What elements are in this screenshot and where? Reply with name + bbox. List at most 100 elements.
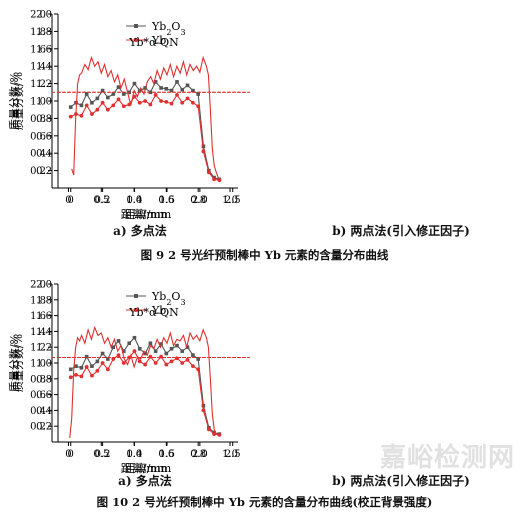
y-tick-label: 0.2 <box>36 422 52 433</box>
point-yb <box>196 367 201 372</box>
chart-9b-svg: 0.2 0.4 0.6 0.8 1.0 1.2 1.4 1.6 1.8 2.0 0 0.5 1.0 1.5… <box>8 10 248 221</box>
legend-marker <box>134 38 138 42</box>
y-tick-label: 1.0 <box>36 97 52 108</box>
point-yb <box>121 361 126 365</box>
point-yb2o3 <box>79 103 84 108</box>
x-axis-label: 距离/mm <box>121 207 168 221</box>
chart-9b: 0.2 0.4 0.6 0.8 1.0 1.2 1.4 1.6 1.8 2.0 0 0.5 1.0 1.5… <box>0 0 262 226</box>
point-yb <box>153 93 158 97</box>
y-tick-label: 0.4 <box>30 149 46 160</box>
y-tick-label: 2.0 <box>36 280 52 291</box>
y-tick-label: 2.0 <box>36 10 52 21</box>
fig9-caption: 图 9 2 号光纤预制棒中 Yb 元素的含量分布曲线 <box>140 248 389 262</box>
x-tick-label: 0.2 <box>95 195 111 206</box>
point-yb <box>217 178 222 183</box>
point-yb2o3 <box>95 359 100 364</box>
point-yb <box>84 103 89 108</box>
y-tick-label: 1.2 <box>30 79 46 90</box>
fig10-caption: 图 10 2 号光纤预制棒中 Yb 元素的含量分布曲线(校正背景强度) <box>96 495 433 509</box>
legend-marker <box>134 24 138 28</box>
point-yb <box>100 361 105 365</box>
point-yb2o3 <box>106 95 110 100</box>
legend-marker <box>134 308 138 312</box>
x-tick-label: 0 <box>65 449 71 460</box>
point-yb <box>217 432 222 437</box>
y-tick-label: 1.2 <box>36 343 52 354</box>
point-yb2o3 <box>191 88 195 93</box>
y-tick-label: 0.2 <box>36 166 52 177</box>
chart-10b-svg: 0.2 0.4 0.6 0.8 1.0 1.2 1.4 1.6 1.8 2.0 0 0.5 1.0 1.5… <box>8 280 248 475</box>
point-yb2o3 <box>90 364 94 368</box>
y-tick-label: 1.8 <box>36 27 52 38</box>
point-yb2o3 <box>175 80 179 84</box>
point-yb <box>68 114 73 119</box>
point-yb <box>212 177 217 182</box>
legend-marker <box>134 294 138 298</box>
point-yb <box>206 427 211 432</box>
x-tick-label: 2.0 <box>192 449 208 460</box>
chart-9a-svg: 0.2 0.4 0.6 0.8 1.0 1.2 1.4 1.6 1.8 2.0 0 0.2 0.4 0.6… <box>12 10 250 221</box>
point-yb <box>95 107 100 112</box>
x-tick-label: 2.5 <box>225 195 241 206</box>
point-yb <box>79 374 84 379</box>
y-tick-label: 1.6 <box>30 44 46 55</box>
point-yb <box>116 353 121 357</box>
point-yb <box>159 99 163 103</box>
point-yb2o3 <box>180 87 185 92</box>
y-tick-label: 0.6 <box>30 390 46 401</box>
point-yb2o3 <box>84 354 89 359</box>
y-tick-label: 1.4 <box>30 62 46 73</box>
x-tick-label: 0.6 <box>158 195 174 206</box>
point-yb <box>137 100 142 105</box>
point-yb2o3 <box>100 351 105 356</box>
point-yb2o3 <box>169 346 174 351</box>
x-tick-label: 0.8 <box>190 449 206 460</box>
point-yb2o3 <box>159 86 163 90</box>
point-yb2o3 <box>164 351 169 356</box>
x-tick-label: 0.5 <box>93 449 109 460</box>
y-tick-label: 2.0 <box>30 280 46 291</box>
x-tick-label: 0.4 <box>127 449 143 460</box>
point-yb <box>132 349 137 354</box>
x-tick-label: 0 <box>65 195 71 206</box>
fig9-panel-b-label: b) 两点法(引入修正因子) <box>332 224 470 238</box>
y-tick-label: 1.6 <box>36 44 52 55</box>
y-tick-label: 1.8 <box>30 295 46 306</box>
point-yb <box>212 432 217 436</box>
chart-10a: 0.2 0.4 0.6 0.8 1.0 1.2 1.4 1.6 1.8 2.0 0 0.2 0.4 0.6… <box>0 266 260 480</box>
point-yb <box>84 365 89 369</box>
point-yb <box>74 372 78 377</box>
y-tick-label: 0.4 <box>30 406 46 417</box>
y-tick-label: 0.6 <box>30 131 46 142</box>
point-yb2o3 <box>111 345 116 349</box>
point-yb <box>185 96 190 101</box>
y-tick-label: 0.6 <box>36 131 52 142</box>
point-yb2o3 <box>127 341 132 346</box>
y-tick-label: 0.2 <box>30 166 46 177</box>
point-yb <box>191 364 195 369</box>
y-tick-label: 0.8 <box>30 374 46 385</box>
point-yb <box>180 100 185 105</box>
point-yb2o3 <box>68 367 73 372</box>
x-tick-label: 0.2 <box>95 449 111 460</box>
point-yb2o3 <box>79 365 84 370</box>
series-line-yb-qn <box>71 55 219 178</box>
legend-label: Yb <box>151 304 166 317</box>
fig10-panel-b-label: b) 两点法(引入修正因子) <box>332 474 470 488</box>
chart-title: Yb*α-QN <box>128 306 179 319</box>
fig9-panel-a-label: a) 多点法 <box>113 224 167 238</box>
y-tick-label: 1.8 <box>36 295 52 306</box>
x-tick-label: 0 <box>68 449 74 460</box>
x-tick-label: 1.0 <box>126 449 142 460</box>
x-tick-label: 2.0 <box>192 195 208 206</box>
point-yb2o3 <box>175 343 179 348</box>
legend-label: Yb2O3 <box>151 20 186 37</box>
point-yb2o3 <box>148 341 153 346</box>
point-yb2o3 <box>106 357 110 361</box>
x-tick-label: 1.5 <box>159 449 175 460</box>
point-yb2o3 <box>153 80 158 84</box>
y-tick-label: 1.2 <box>30 343 46 354</box>
point-yb <box>143 362 148 367</box>
point-yb2o3 <box>132 81 137 86</box>
point-yb <box>148 102 153 107</box>
